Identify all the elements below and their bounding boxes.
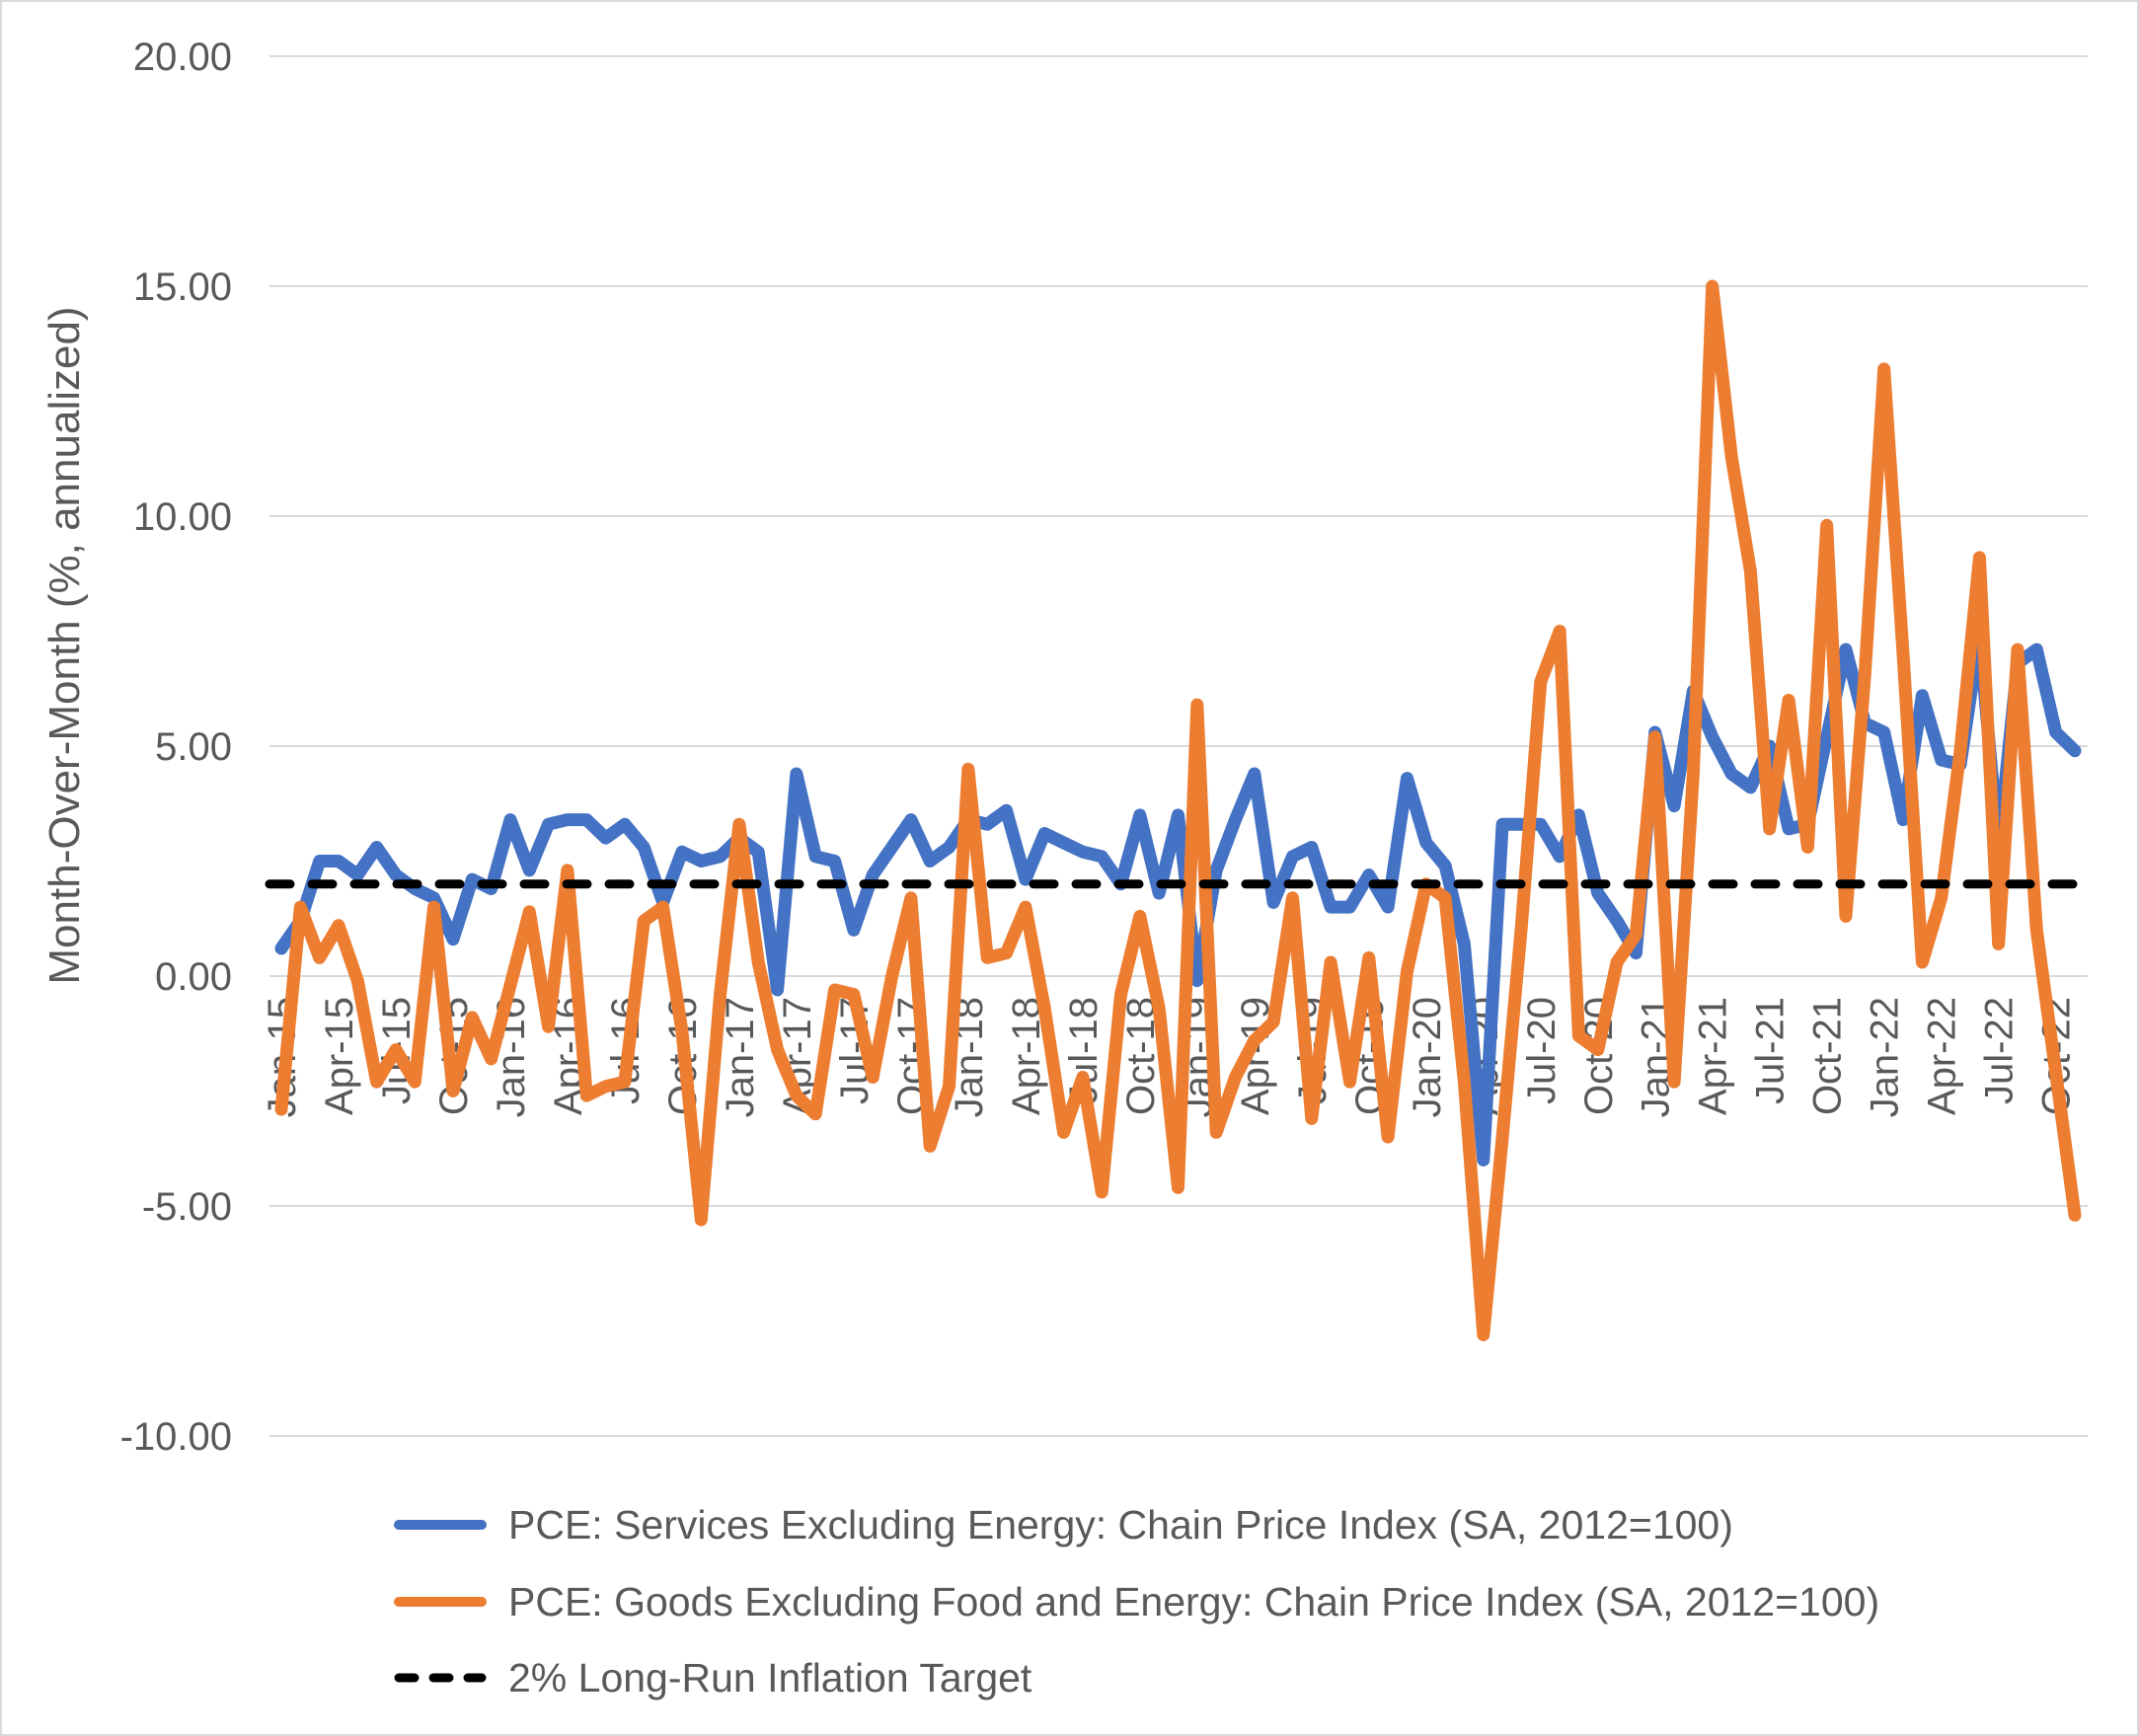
y-tick-label: 0.00 <box>155 955 232 999</box>
x-tick-label: Jan-17 <box>719 997 762 1117</box>
y-tick-label: 10.00 <box>133 495 232 539</box>
y-tick-label: 20.00 <box>133 36 232 79</box>
legend-label-services: PCE: Services Excluding Energy: Chain Pr… <box>508 1502 1733 1547</box>
legend: PCE: Services Excluding Energy: Chain Pr… <box>394 1502 1879 1700</box>
y-tick-label: 15.00 <box>133 265 232 309</box>
x-tick-label: Apr-22 <box>1921 997 1964 1115</box>
x-tick-label: Jul-21 <box>1749 997 1793 1104</box>
y-tick-label: -5.00 <box>142 1185 232 1229</box>
y-tick-label: -10.00 <box>120 1415 232 1459</box>
x-tick-label: Apr-15 <box>318 997 361 1115</box>
series-goods-line <box>274 279 2082 1341</box>
y-tick-label: 5.00 <box>155 725 232 769</box>
x-tick-label: Jan-22 <box>1864 997 1907 1117</box>
y-axis-title: Month-Over-Month (%, annualized) <box>40 306 89 984</box>
legend-label-goods: PCE: Goods Excluding Food and Energy: Ch… <box>508 1579 1879 1624</box>
x-tick-label: Jul-22 <box>1978 997 2022 1104</box>
x-tick-label: Oct-21 <box>1806 997 1850 1115</box>
y-axis-labels: 20.00 15.00 10.00 5.00 0.00 -5.00 -10.00 <box>120 36 232 1459</box>
x-tick-label: Jan-20 <box>1406 997 1449 1117</box>
x-tick-label: Apr-21 <box>1692 997 1735 1115</box>
legend-label-target: 2% Long-Run Inflation Target <box>508 1655 1032 1700</box>
x-tick-label: Jul-20 <box>1520 997 1564 1104</box>
